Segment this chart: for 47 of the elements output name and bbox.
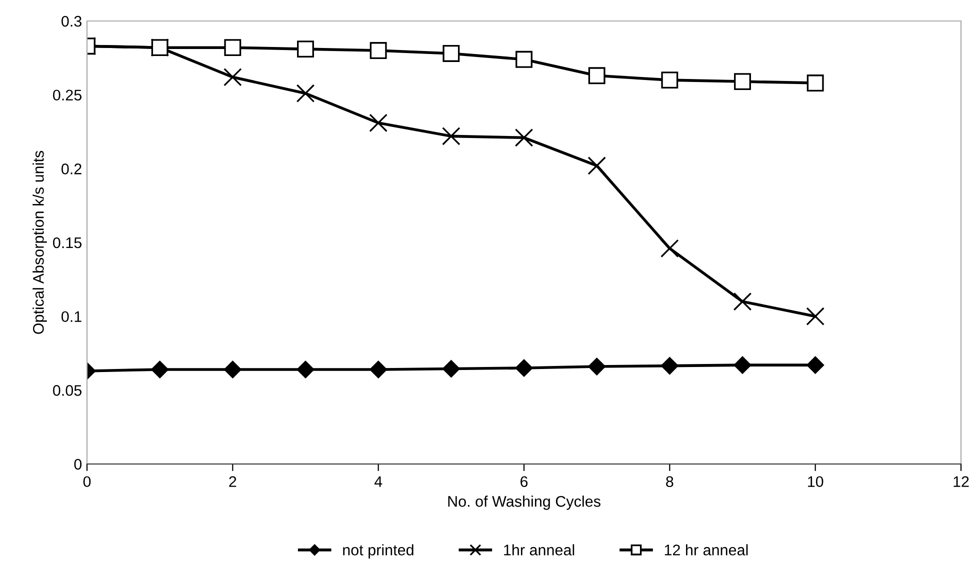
point — [442, 127, 460, 146]
y-axis-title: Optical Absorption k/s units — [32, 150, 47, 334]
legend-label: 1hr anneal — [504, 544, 574, 556]
point — [369, 114, 388, 132]
point — [806, 307, 824, 326]
point — [660, 239, 679, 258]
x-tick-label: 2 — [229, 476, 236, 487]
point — [370, 42, 387, 60]
x-tick-label: 0 — [83, 476, 91, 488]
y-tick-label: 0.05 — [53, 385, 82, 396]
x-tick-label: 10 — [808, 476, 824, 488]
point — [224, 39, 242, 56]
point — [734, 356, 752, 374]
y-tick-label: 0.3 — [62, 16, 82, 27]
point — [296, 360, 314, 378]
y-tick-label: 0.25 — [53, 90, 82, 101]
x-tick-label: 8 — [666, 476, 674, 488]
point — [806, 356, 824, 374]
point — [224, 68, 242, 86]
point — [734, 73, 751, 90]
x-tick-label: 12 — [954, 476, 969, 487]
point — [661, 72, 678, 89]
x-tick-label: 6 — [520, 476, 528, 488]
legend-label: not printed — [343, 544, 414, 558]
point — [733, 292, 752, 311]
point — [442, 360, 460, 378]
point — [297, 40, 314, 58]
point — [151, 360, 169, 378]
x-tick-label: 4 — [374, 476, 382, 487]
point — [442, 45, 460, 62]
point — [588, 358, 606, 376]
point — [806, 74, 824, 92]
y-tick-label: 0.1 — [62, 311, 82, 322]
point — [588, 156, 606, 175]
y-tick-label: 0 — [74, 458, 82, 470]
y-tick-label: 0.15 — [53, 237, 82, 248]
point — [296, 84, 315, 103]
point — [224, 360, 242, 378]
x-axis-title: No. of Washing Cycles — [448, 496, 600, 510]
legend-label: 12 hr anneal — [664, 544, 748, 556]
point — [514, 128, 534, 147]
point — [370, 360, 388, 378]
point — [515, 359, 533, 377]
point — [588, 67, 606, 84]
point — [660, 357, 678, 374]
y-tick-label: 0.2 — [62, 164, 82, 174]
point — [516, 50, 532, 68]
